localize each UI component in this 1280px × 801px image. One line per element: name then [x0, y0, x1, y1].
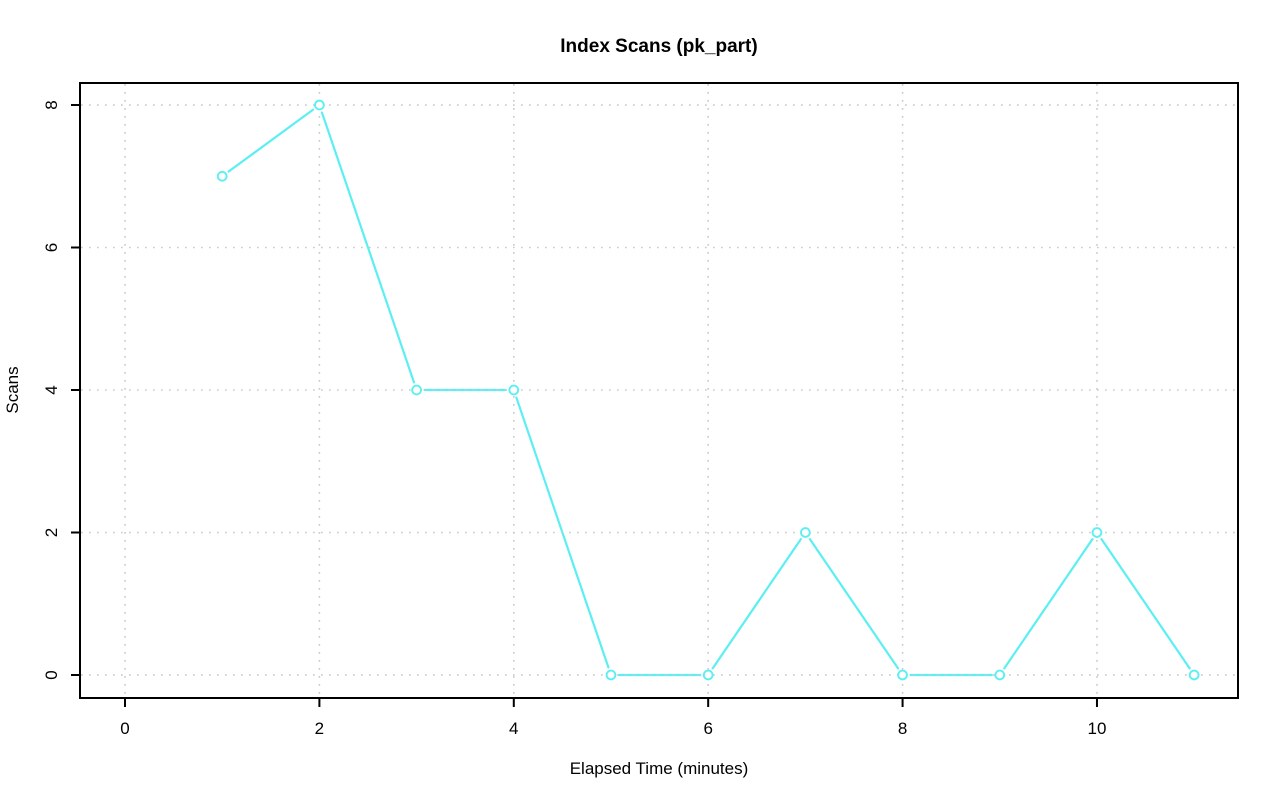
data-point-marker: [314, 99, 325, 111]
x-axis-tick-label: 2: [315, 719, 324, 738]
data-point-marker: [800, 527, 811, 538]
x-axis-tick-label: 4: [509, 719, 518, 738]
x-axis-tick-label: 10: [1088, 719, 1107, 738]
series-line-segment: [808, 538, 900, 670]
data-point-marker: [508, 384, 520, 396]
data-point-marker: [1188, 669, 1200, 681]
y-axis-tick-label: 4: [42, 385, 61, 394]
data-point-marker: [897, 669, 908, 681]
x-axis-tick-label: 0: [120, 719, 129, 738]
series-line-segment: [1003, 538, 1094, 670]
series-line-segment: [320, 111, 416, 384]
series-line-segment: [711, 538, 802, 670]
y-axis-tick-label: 2: [42, 528, 61, 537]
x-axis-tick-label: 6: [703, 719, 712, 738]
data-point-marker: [216, 170, 228, 182]
data-point-marker: [702, 669, 714, 681]
chart-title: Index Scans (pk_part): [560, 36, 758, 57]
plot-box: [79, 82, 1239, 699]
x-axis-label: Elapsed Time (minutes): [569, 759, 749, 778]
series-line-segment: [1100, 538, 1191, 670]
data-point-marker: [994, 669, 1006, 681]
y-axis-tick-label: 8: [42, 100, 61, 109]
x-axis-tick-label: 8: [898, 719, 907, 738]
data-point-marker: [1091, 527, 1103, 538]
y-axis-tick-label: 6: [42, 243, 61, 252]
series-line-segment: [227, 108, 315, 173]
data-point-marker: [605, 669, 617, 681]
y-axis-label: Scans: [3, 366, 22, 414]
y-axis-tick-label: 0: [42, 670, 61, 679]
data-point-marker: [411, 384, 422, 396]
